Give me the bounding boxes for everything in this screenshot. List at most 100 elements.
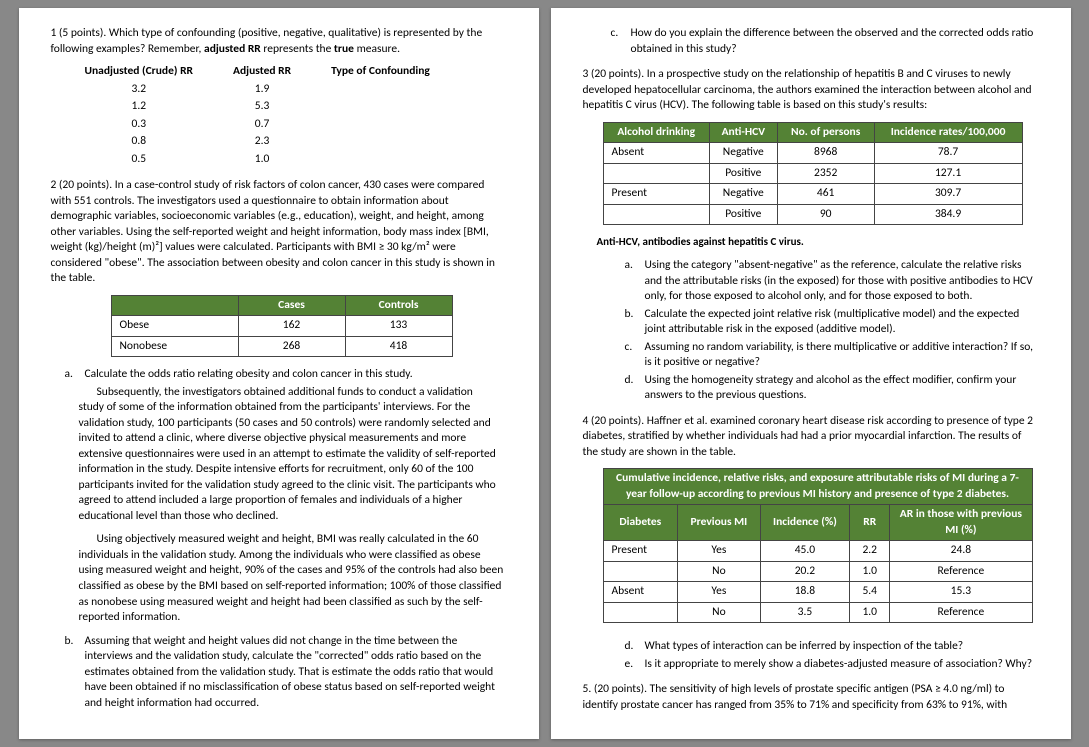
q3-th: No. of persons — [777, 122, 874, 143]
q2-a-label: a. — [65, 367, 85, 383]
q3-c: Negative — [709, 184, 777, 205]
q2-intro: 2 (20 points). In a case-control study o… — [51, 178, 507, 287]
q1-h2: Adjusted RR — [213, 63, 311, 81]
q4-intro: 4 (20 points). Haffner et al. examined c… — [583, 414, 1039, 461]
q5-text: 5. (20 points). The sensitivity of high … — [583, 682, 1039, 713]
q4-c: No — [678, 561, 760, 582]
q4-c: 45.0 — [760, 541, 850, 562]
q2-c: Obese — [111, 316, 238, 337]
q3-c — [603, 163, 709, 184]
q3-table: Alcohol drinking Anti-HCV No. of persons… — [603, 122, 1023, 226]
q4-d-text: What types of interaction can be inferre… — [645, 639, 964, 655]
q2-b-text: Assuming that weight and height values d… — [85, 634, 507, 712]
q4-th: Diabetes — [603, 505, 678, 541]
q1-c: 3.2 — [65, 81, 214, 99]
q1-c: 5.3 — [213, 98, 311, 116]
q3-a: a.Using the category "absent-negative" a… — [625, 258, 1039, 305]
q4-c: 1.0 — [850, 561, 890, 582]
q2-c: Nonobese — [111, 336, 238, 357]
q4-th: AR in those with previous MI (%) — [890, 505, 1032, 541]
q3-b: b.Calculate the expected joint relative … — [625, 307, 1039, 338]
q4-c: 3.5 — [760, 602, 850, 623]
q1-c: 1.9 — [213, 81, 311, 99]
q1-text-c: represents the — [261, 42, 334, 56]
q3-c: 461 — [777, 184, 874, 205]
q3-c: Positive — [709, 163, 777, 184]
q2-c: 418 — [345, 336, 452, 357]
q4-th: Previous MI — [678, 505, 760, 541]
q2-a-para2: Using objectively measured weight and he… — [79, 532, 507, 625]
q4-c — [603, 561, 678, 582]
q2-a-p1a: Subsequently, the investigators obtained… — [97, 385, 473, 399]
q1-c: 0.5 — [65, 151, 214, 169]
q3-a-text: Using the category "absent-negative" as … — [645, 258, 1039, 305]
q2-b-label: b. — [65, 634, 85, 712]
q1-text-e: measure. — [354, 42, 400, 56]
q1-prompt: 1 (5 points). Which type of confounding … — [51, 26, 507, 57]
q3-d: d.Using the homogeneity strategy and alc… — [625, 373, 1039, 404]
q1-c: 0.8 — [65, 133, 214, 151]
q3-th: Anti-HCV — [709, 122, 777, 143]
q3-intro: 3 (20 points). In a prospective study on… — [583, 67, 1039, 114]
q2-c-label: c. — [611, 26, 631, 57]
q2-a-p1b: study of some of the information obtaine… — [79, 400, 496, 523]
q1-h1: Unadjusted (Crude) RR — [65, 63, 214, 81]
q1-c: 0.3 — [65, 116, 214, 134]
q1-c: 2.3 — [213, 133, 311, 151]
q3-c-text: Assuming no random variability, is there… — [645, 340, 1039, 371]
q3-c: 2352 — [777, 163, 874, 184]
q4-c: 18.8 — [760, 582, 850, 603]
q2-a-p2b: individuals in the validation study. Amo… — [79, 548, 504, 624]
q3-c: 127.1 — [874, 163, 1022, 184]
q3-c: 8968 — [777, 143, 874, 164]
q4-table: Cumulative incidence, relative risks, an… — [603, 468, 1033, 623]
q1-c: 1.2 — [65, 98, 214, 116]
q3-c: Absent — [603, 143, 709, 164]
q4-c: Yes — [678, 582, 760, 603]
q2-c: c. How do you explain the difference bet… — [611, 26, 1039, 57]
q3-c: 78.7 — [874, 143, 1022, 164]
q2-th: Controls — [345, 295, 452, 316]
q3-c: Negative — [709, 143, 777, 164]
q3-c: Present — [603, 184, 709, 205]
q4-c: No — [678, 602, 760, 623]
q3-c: c.Assuming no random variability, is the… — [625, 340, 1039, 371]
q4-c: 5.4 — [850, 582, 890, 603]
q3-th: Incidence rates/100,000 — [874, 122, 1022, 143]
q1-text-d: true — [334, 42, 354, 56]
q3-c — [603, 204, 709, 225]
q4-c: 24.8 — [890, 541, 1032, 562]
q4-c: 15.3 — [890, 582, 1032, 603]
q2-th: Cases — [238, 295, 345, 316]
q4-e: e.Is it appropriate to merely show a dia… — [625, 657, 1039, 673]
q4-c: 1.0 — [850, 602, 890, 623]
q1-c: 1.0 — [213, 151, 311, 169]
q4-c: Reference — [890, 602, 1032, 623]
page-left: 1 (5 points). Which type of confounding … — [19, 8, 539, 739]
q3-c: Positive — [709, 204, 777, 225]
q4-c — [603, 602, 678, 623]
q2-c: 162 — [238, 316, 345, 337]
q1-text-b: adjusted RR — [204, 42, 261, 56]
q2-b: b. Assuming that weight and height value… — [65, 634, 507, 712]
q1-table: Unadjusted (Crude) RR Adjusted RR Type o… — [65, 63, 450, 168]
q4-th: Incidence (%) — [760, 505, 850, 541]
q4-c: 2.2 — [850, 541, 890, 562]
page-spread: 1 (5 points). Which type of confounding … — [11, 0, 1079, 747]
q4-c: Yes — [678, 541, 760, 562]
q1-c: 0.7 — [213, 116, 311, 134]
q3-c: 309.7 — [874, 184, 1022, 205]
q1-h3: Type of Confounding — [311, 63, 450, 81]
q3-c: 384.9 — [874, 204, 1022, 225]
q4-c: Reference — [890, 561, 1032, 582]
q2-c: 268 — [238, 336, 345, 357]
q2-a-para1: Subsequently, the investigators obtained… — [79, 385, 507, 525]
q2-c: 133 — [345, 316, 452, 337]
q4-e-text: Is it appropriate to merely show a diabe… — [645, 657, 1033, 673]
q3-b-text: Calculate the expected joint relative ri… — [645, 307, 1039, 338]
q2-th — [111, 295, 238, 316]
q3-th: Alcohol drinking — [603, 122, 709, 143]
q2-a: a. Calculate the odds ratio relating obe… — [65, 367, 507, 383]
q3-footnote: Anti-HCV, antibodies against hepatitis C… — [597, 235, 1039, 250]
q4-c: 20.2 — [760, 561, 850, 582]
